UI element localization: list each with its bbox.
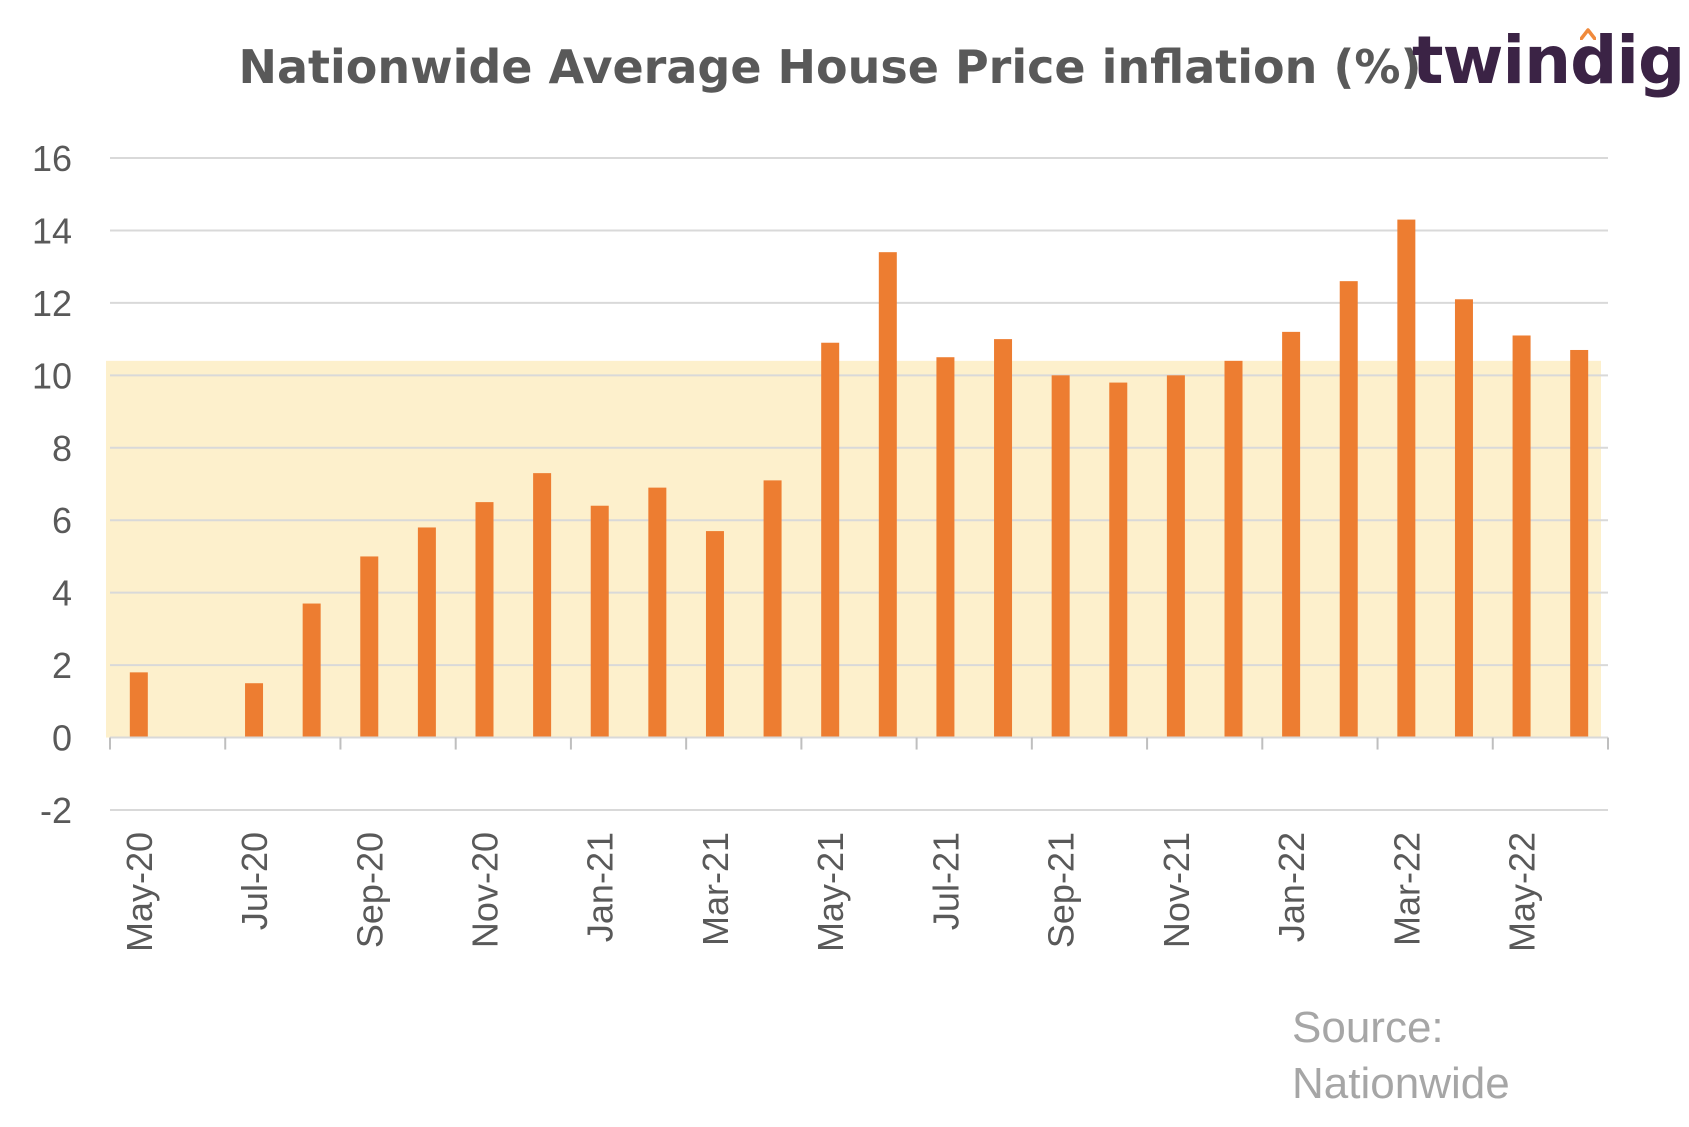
logo-text: twindig [1412,22,1685,99]
bar [1570,349,1589,738]
bar [648,487,667,738]
bar [1109,382,1128,738]
bar [1512,335,1531,738]
y-tick-label: 6 [52,500,72,541]
chart-title: Nationwide Average House Price inflation… [238,40,1421,94]
twindig-logo: twindig [1412,22,1685,99]
x-tick-label: May-21 [810,832,851,952]
x-tick-label: May-22 [1502,832,1543,952]
x-tick-label: Jul-20 [234,832,275,930]
bar [1051,375,1070,738]
source-note: Source: Nationwide [1292,1000,1510,1112]
x-tick-label: Jan-22 [1271,832,1312,942]
y-tick-label: 0 [52,718,72,759]
source-name: Nationwide [1292,1059,1510,1108]
bar [1224,360,1243,738]
bar [705,531,724,738]
source-label: Source: [1292,1003,1444,1052]
bar [533,473,552,738]
y-tick-label: -2 [40,790,72,831]
bar [1339,281,1358,738]
bar [821,342,840,738]
y-tick-label: 8 [52,428,72,469]
x-tick-label: Nov-21 [1156,832,1197,948]
x-tick-label: Jan-21 [580,832,621,942]
logo-roof-icon [1580,28,1596,40]
y-tick-label: 14 [32,210,72,251]
x-tick-label: May-20 [119,832,160,952]
bar [475,502,494,738]
y-tick-label: 10 [32,355,72,396]
bar [994,339,1013,738]
x-tick-label: Mar-21 [695,832,736,946]
y-tick-label: 4 [52,573,72,614]
bar [417,527,436,738]
x-tick-label: Sep-21 [1041,832,1082,948]
bar [1166,375,1185,738]
bar [1282,331,1301,738]
x-tick-label: Jul-21 [925,832,966,930]
bar [1397,219,1416,738]
bar [129,672,148,738]
y-tick-label: 16 [32,138,72,179]
bar [1454,299,1473,738]
x-tick-label: Nov-20 [465,832,506,948]
y-tick-label: 12 [32,283,72,324]
y-tick-label: 2 [52,645,72,686]
bar [936,357,955,738]
bar [360,556,379,738]
highlight-band [106,360,1601,738]
bar [302,603,321,738]
bar [878,252,897,738]
bar [245,683,264,738]
bar [763,480,782,738]
bar [590,505,609,738]
x-tick-label: Mar-22 [1386,832,1427,946]
x-tick-label: Sep-20 [349,832,390,948]
